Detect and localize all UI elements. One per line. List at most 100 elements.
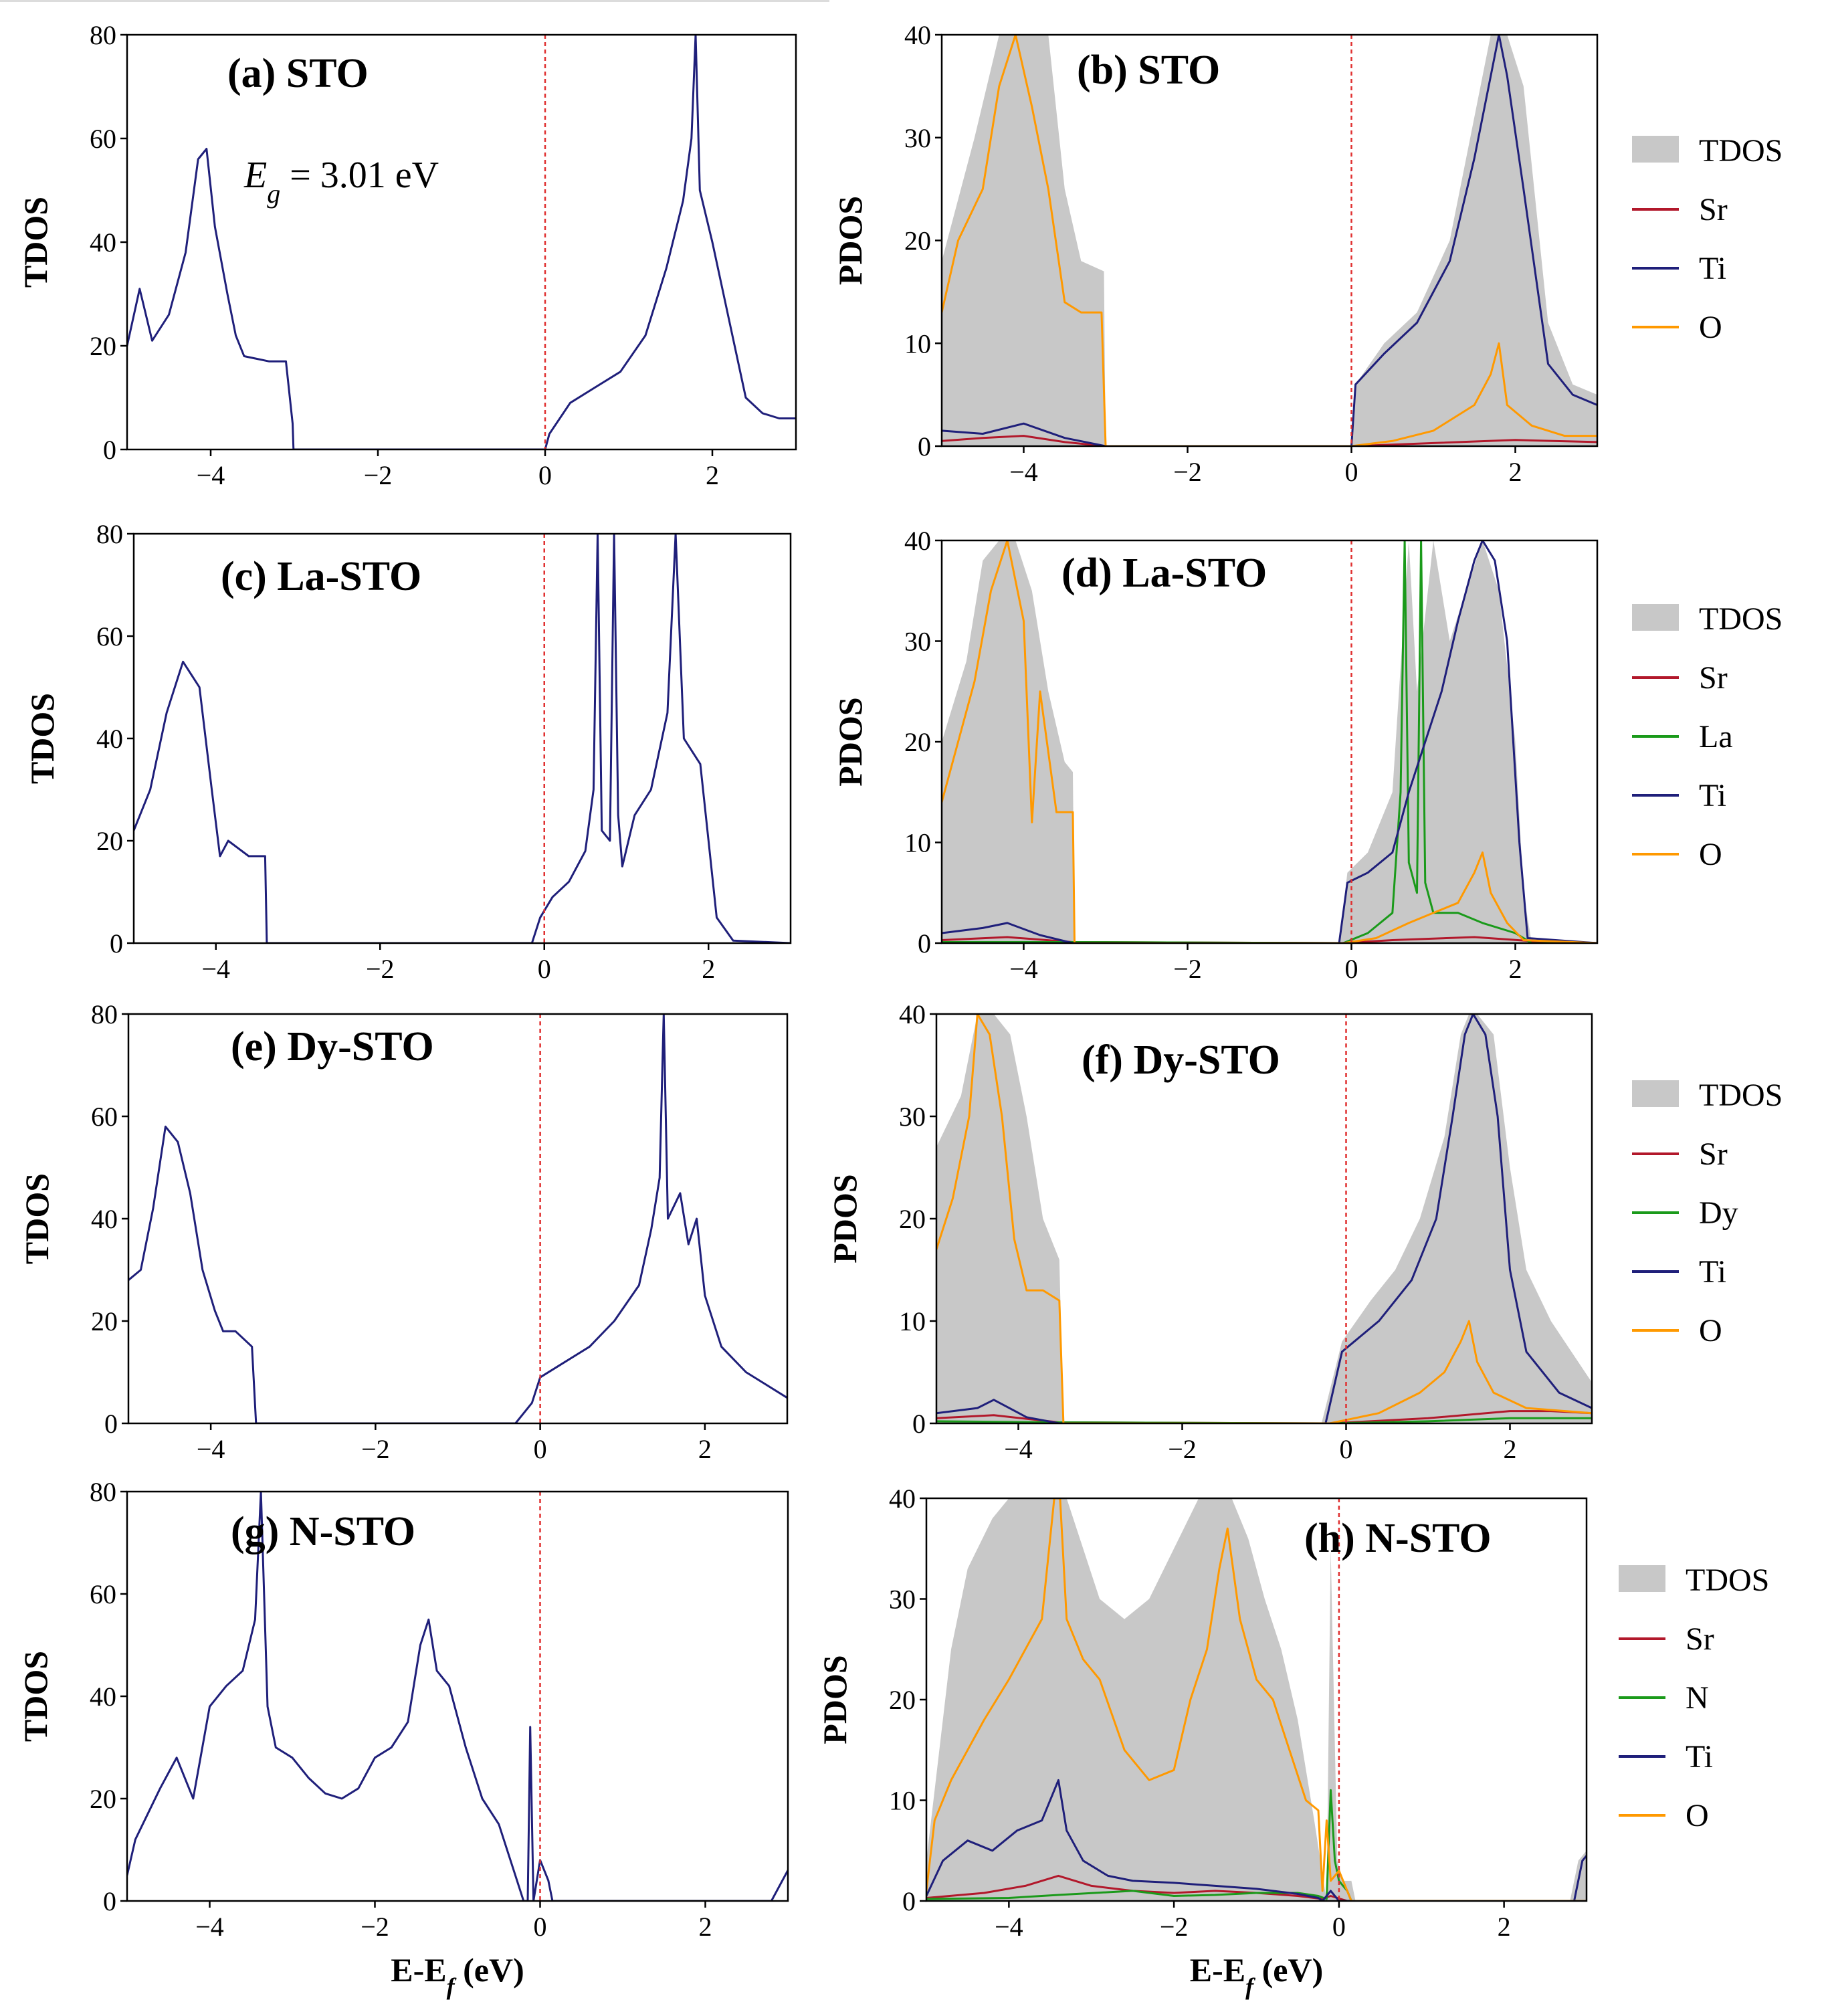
legend-label: N <box>1686 1680 1709 1716</box>
xtick-label: −4 <box>995 1912 1023 1942</box>
panel-title-c: (c) La-STO <box>221 554 421 599</box>
legend-d: TDOS Sr La Ti O <box>1632 601 1783 872</box>
series-ti-b <box>942 35 1597 446</box>
series-sr-h <box>926 1874 1587 1901</box>
ytick-label: 40 <box>904 20 931 50</box>
series-ti-h <box>926 1779 1587 1901</box>
legend-label: Sr <box>1686 1621 1714 1657</box>
legend-label: Sr <box>1699 660 1728 696</box>
xtick-label: 2 <box>706 460 719 490</box>
xtick-label: 0 <box>1345 954 1358 984</box>
xtick-label: −2 <box>364 460 393 490</box>
legend-label: TDOS <box>1699 601 1783 637</box>
ytick-label: 0 <box>902 1886 916 1916</box>
plot-area-g <box>127 1492 788 1901</box>
plot-area-c <box>134 534 791 943</box>
legend-label: Dy <box>1699 1195 1738 1231</box>
xtick-label: 0 <box>534 1434 547 1464</box>
legend-swatch-tdos <box>1619 1565 1665 1592</box>
ytick-label: 0 <box>918 431 931 462</box>
panel-title-d: (d) La-STO <box>1061 550 1267 596</box>
legend-label: Ti <box>1699 251 1726 286</box>
ytick-label: 30 <box>899 1102 926 1132</box>
axes-frame-a <box>126 33 797 451</box>
plot-area-a <box>127 35 796 449</box>
ytick-label: 60 <box>96 621 123 651</box>
xtick-label: 2 <box>698 1434 712 1464</box>
ytick-label: 10 <box>899 1306 926 1336</box>
legend-label: TDOS <box>1699 133 1783 169</box>
band-gap-annotation: Eg = 3.01 eV <box>243 155 439 209</box>
series-o-d <box>942 540 1597 943</box>
tdos-fill-f <box>936 1014 1592 1423</box>
xtick-label: 2 <box>702 954 715 984</box>
xtick-label: 0 <box>538 460 552 490</box>
xtick-label: 2 <box>1509 457 1522 487</box>
xtick-label: −2 <box>366 954 395 984</box>
legend-label: La <box>1699 719 1733 754</box>
xtick-label: −4 <box>1009 457 1038 487</box>
xtick-label: 0 <box>1340 1434 1353 1464</box>
xtick-label: −2 <box>1160 1912 1189 1942</box>
plot-area-f <box>936 1014 1592 1423</box>
ytick-label: 20 <box>904 727 931 757</box>
xtick-label: −2 <box>1168 1434 1197 1464</box>
xtick-label: 0 <box>1345 457 1358 487</box>
series-sr-f <box>936 1410 1592 1423</box>
xtick-label: −2 <box>361 1912 389 1942</box>
xtick-label: 0 <box>1332 1912 1346 1942</box>
legend-swatch-tdos <box>1632 604 1679 631</box>
ytick-label: 60 <box>91 1102 118 1132</box>
y-axis-label-a: TDOS <box>17 197 54 288</box>
axes-frame-g <box>126 1490 789 1902</box>
series-o-h <box>926 1498 1587 1901</box>
y-axis-label-h: PDOS <box>816 1655 853 1744</box>
panel-title-a: (a) STO <box>227 51 369 96</box>
ytick-label: 0 <box>912 1409 926 1439</box>
legend-h: TDOS Sr N Ti O <box>1619 1563 1769 1833</box>
legend-label: TDOS <box>1699 1078 1783 1113</box>
legend-f: TDOS Sr Dy Ti O <box>1632 1078 1783 1348</box>
tdos-fill-d <box>942 540 1597 943</box>
ytick-label: 0 <box>103 435 116 465</box>
ytick-label: 0 <box>110 928 123 959</box>
xtick-label: −4 <box>195 1912 224 1942</box>
ytick-label: 60 <box>90 124 116 154</box>
xtick-label: 2 <box>1498 1912 1511 1942</box>
xtick-label: −4 <box>1009 954 1038 984</box>
series-tdos-a <box>127 35 796 449</box>
series-dy-f <box>936 1417 1592 1423</box>
legend-label: TDOS <box>1686 1563 1769 1598</box>
xtick-label: 2 <box>699 1912 712 1942</box>
y-axis-label-c: TDOS <box>23 693 61 784</box>
y-axis-label-e: TDOS <box>18 1173 56 1264</box>
legend-label: O <box>1699 310 1722 345</box>
ytick-label: 80 <box>96 519 123 549</box>
ytick-label: 20 <box>90 1784 116 1814</box>
ytick-label: 80 <box>91 999 118 1029</box>
ytick-label: 20 <box>904 226 931 256</box>
series-la-d <box>942 540 1597 943</box>
legend-label: Ti <box>1699 1254 1726 1290</box>
legend-label: Ti <box>1699 778 1726 813</box>
ytick-label: 30 <box>904 627 931 657</box>
ytick-label: 30 <box>889 1585 916 1615</box>
series-o-f <box>936 1014 1592 1423</box>
legend-label: O <box>1699 837 1722 872</box>
xtick-label: 0 <box>538 954 551 984</box>
ytick-label: 30 <box>904 123 931 153</box>
ytick-label: 20 <box>899 1204 926 1234</box>
panel-title-g: (g) N-STO <box>231 1509 415 1554</box>
series-ti-f <box>936 1014 1592 1423</box>
series-tdos-e <box>128 1014 787 1423</box>
axes-frame-e <box>127 1013 789 1425</box>
series-tdos-c <box>134 534 791 943</box>
top-divider-line <box>0 0 829 2</box>
ytick-label: 40 <box>96 724 123 754</box>
